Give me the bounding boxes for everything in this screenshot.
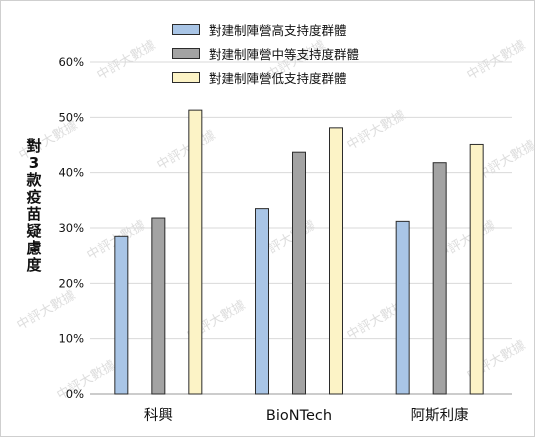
bar-2-1 [432,162,447,395]
watermark-text: 中評大數據 [465,38,529,83]
legend-label-high: 對建制陣營高支持度群體 [209,22,347,38]
watermark-text: 中評大數據 [95,38,159,83]
y-tick-label: 40% [58,166,84,180]
y-tick-label: 0% [66,387,84,401]
legend-swatch-low [172,71,200,83]
y-tick-label: 20% [58,276,84,290]
legend-label-low: 對建制陣營低支持度群體 [209,70,347,86]
y-tick-label: 50% [58,110,84,124]
bar-0-0 [114,235,129,395]
watermark-text: 中評大數據 [345,108,409,153]
y-axis-label: 對3款疫苗疑慮度 [26,137,42,274]
y-tick-label: 10% [58,332,84,346]
legend: 對建制陣營高支持度群體 對建制陣營中等支持度群體 對建制陣營低支持度群體 [172,17,359,89]
bar-1-0 [255,208,269,395]
bar-2-2 [469,143,484,395]
legend-label-medium: 對建制陣營中等支持度群體 [209,46,360,62]
x-tick-label: 阿斯利康 [411,407,469,424]
y-tick-label: 30% [58,221,84,235]
legend-item-medium: 對建制陣營中等支持度群體 [172,41,359,65]
legend-swatch-medium [172,47,200,59]
bar-1-2 [329,127,343,395]
bars [114,109,484,395]
watermark-text: 中評大數據 [15,288,79,333]
x-tick-labels: 科興 BioNTech 阿斯利康 [144,407,469,424]
legend-item-low: 對建制陣營低支持度群體 [172,65,359,89]
legend-swatch-high [172,23,200,35]
bar-1-1 [292,151,306,395]
x-tick-label: BioNTech [266,408,332,424]
legend-item-high: 對建制陣營高支持度群體 [172,17,359,41]
bar-2-0 [395,220,410,395]
watermark-text: 中評大數據 [155,128,219,173]
bar-0-1 [151,217,166,395]
y-tick-labels: 0% 10% 20% 30% 40% 50% 60% [58,55,84,401]
bar-0-2 [188,109,203,395]
y-tick-label: 60% [58,55,84,69]
x-tick-label: 科興 [144,407,173,424]
watermark-text: 中評大數據 [55,358,119,403]
